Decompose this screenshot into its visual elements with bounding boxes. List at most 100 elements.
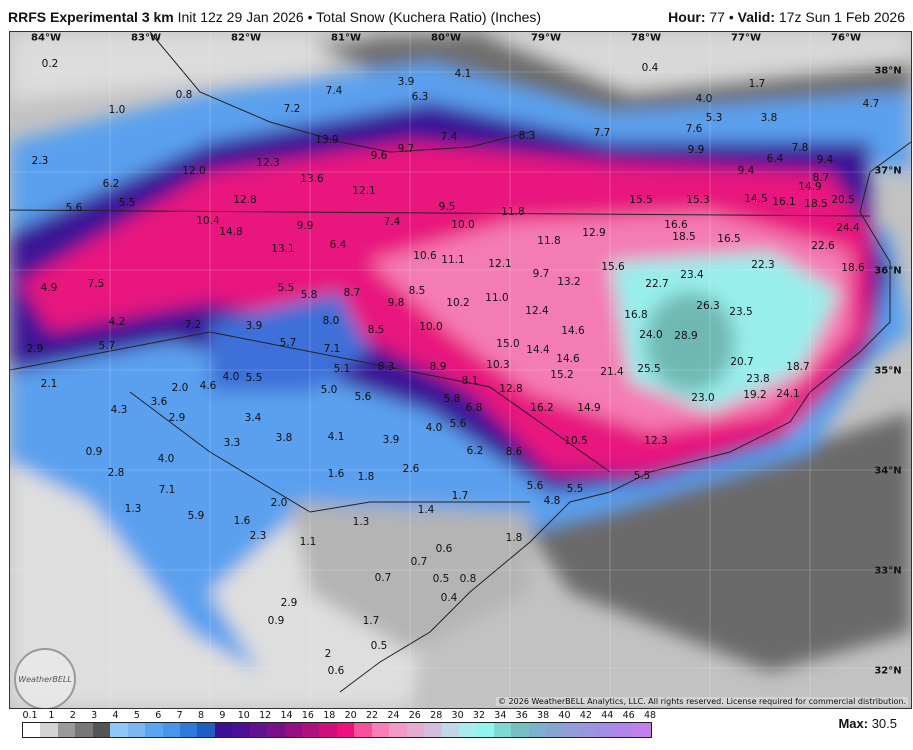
snow-total-label: 15.2	[550, 369, 574, 381]
snow-total-label: 4.0	[425, 422, 443, 434]
legend-color-cell	[179, 723, 198, 737]
legend-color-cell	[528, 723, 547, 737]
snow-total-label: 7.1	[158, 484, 176, 496]
snow-total-label: 6.4	[766, 153, 784, 165]
snow-total-label: 1.4	[417, 504, 435, 516]
snow-total-label: 5.3	[705, 112, 723, 124]
snow-total-label: 2.1	[40, 378, 58, 390]
legend-tick-label: 6	[155, 710, 162, 721]
legend-color-cell	[441, 723, 459, 737]
snow-total-label: 12.0	[182, 165, 206, 177]
legend-tick-label: 40	[558, 710, 571, 721]
snow-total-label: 5.5	[118, 197, 136, 209]
snow-total-label: 8.5	[367, 324, 385, 336]
snow-total-label: 9.5	[438, 201, 456, 213]
legend-tick-label: 9	[219, 710, 226, 721]
snow-total-label: 7.6	[685, 123, 703, 135]
legend-tick-label: 16	[301, 710, 314, 721]
snow-total-label: 2.9	[280, 597, 298, 609]
snow-total-label: 0.8	[175, 89, 193, 101]
snow-total-label: 6.8	[465, 402, 483, 414]
snow-total-label: 5.7	[98, 340, 116, 352]
snow-total-label: 14.4	[526, 344, 550, 356]
latitude-label: 33°N	[874, 565, 902, 577]
legend-color-cell	[633, 723, 651, 737]
snow-total-label: 12.3	[644, 435, 668, 447]
snow-total-label: 2.9	[168, 412, 186, 424]
snow-total-label: 5.6	[526, 480, 544, 492]
longitude-label: 84°W	[31, 32, 61, 44]
snow-total-label: 2.0	[171, 382, 189, 394]
snow-total-label: 8.6	[505, 446, 523, 458]
snow-total-label: 6.3	[411, 91, 429, 103]
legend-color-cell	[563, 723, 581, 737]
graticule-lines	[10, 32, 911, 708]
snow-total-label: 8.3	[377, 361, 395, 373]
snow-total-label: 4.9	[40, 282, 58, 294]
legend-tick-label: 10	[237, 710, 250, 721]
snow-total-label: 5.7	[279, 337, 297, 349]
snow-total-label: 4.0	[222, 371, 240, 383]
snow-total-label: 4.0	[157, 453, 175, 465]
snow-total-label: 13.9	[315, 134, 339, 146]
latitude-label: 34°N	[874, 465, 902, 477]
snow-total-label: 16.8	[624, 309, 648, 321]
snow-total-label: 7.5	[87, 278, 105, 290]
legend-tick-label: 30	[451, 710, 464, 721]
snow-total-label: 12.1	[352, 185, 376, 197]
snow-total-label: 2.6	[402, 463, 420, 475]
snow-total-label: 3.9	[245, 320, 263, 332]
snow-total-label: 0.9	[267, 615, 285, 627]
latitude-label: 35°N	[874, 365, 902, 377]
snow-total-label: 18.6	[841, 262, 865, 274]
snow-total-label: 1.6	[327, 468, 345, 480]
snow-total-label: 0.4	[641, 62, 659, 74]
snow-total-label: 7.8	[791, 142, 809, 154]
product-name: Total Snow (Kuchera Ratio) (Inches)	[316, 9, 542, 25]
legend-color-cell	[336, 723, 355, 737]
snow-total-label: 9.9	[687, 144, 705, 156]
longitude-label: 82°W	[231, 32, 261, 44]
legend-tick-label: 48	[643, 710, 657, 721]
snow-total-label: 10.2	[446, 297, 470, 309]
snow-total-label: 5.6	[65, 202, 83, 214]
snow-total-label: 8.0	[322, 315, 340, 327]
map-title: RRFS Experimental 3 km Init 12z 29 Jan 2…	[8, 9, 541, 25]
legend-color-cell	[424, 723, 442, 737]
snowfall-field	[10, 32, 911, 708]
legend-color-cell	[267, 723, 285, 737]
snow-total-label: 23.5	[729, 306, 753, 318]
snow-total-label: 0.4	[440, 592, 458, 604]
snow-total-label: 7.2	[283, 103, 301, 115]
snow-total-label: 5.5	[277, 282, 295, 294]
snow-total-label: 3.4	[244, 412, 262, 424]
separator: •	[307, 9, 313, 25]
snow-total-label: 1.8	[505, 532, 523, 544]
snow-total-label: 23.8	[746, 373, 770, 385]
snow-total-label: 19.2	[743, 389, 767, 401]
snow-total-label: 16.2	[530, 402, 554, 414]
snow-total-label: 23.4	[680, 269, 704, 281]
snow-total-label: 5.9	[187, 510, 205, 522]
snow-total-label: 10.0	[451, 219, 475, 231]
snow-total-label: 18.5	[804, 198, 828, 210]
snow-total-label: 7.4	[440, 131, 458, 143]
snow-total-label: 9.8	[387, 297, 405, 309]
snow-total-label: 15.3	[686, 194, 710, 206]
legend-tick-label: 18	[323, 710, 336, 721]
snow-total-label: 4.2	[108, 316, 126, 328]
legend-color-cell	[214, 723, 233, 737]
snow-total-label: 22.7	[645, 278, 669, 290]
snow-total-label: 0.6	[435, 543, 453, 555]
snow-total-label: 24.4	[836, 222, 860, 234]
snow-total-label: 10.5	[564, 435, 588, 447]
legend-color-cell	[127, 723, 146, 737]
snow-total-label: 15.0	[496, 338, 520, 350]
snow-total-label: 12.3	[256, 157, 280, 169]
snow-total-label: 2.9	[26, 343, 44, 355]
legend-color-cell	[581, 723, 599, 737]
snow-total-label: 5.8	[300, 289, 318, 301]
snow-total-label: 5.6	[449, 418, 467, 430]
legend-tick-label: 5	[133, 710, 140, 721]
legend-tick-label: 42	[579, 710, 592, 721]
